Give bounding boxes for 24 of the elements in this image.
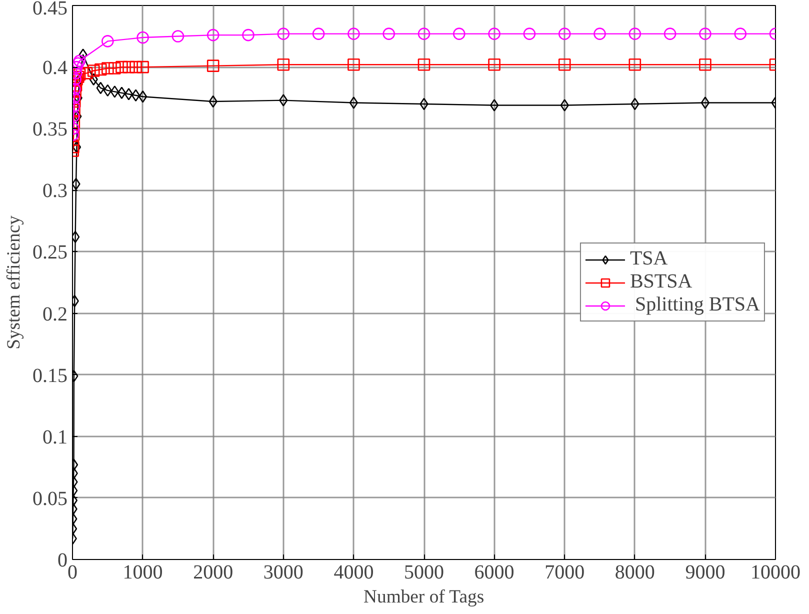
y-tick-label: 0.45 — [32, 0, 68, 20]
y-tick-label: 0.05 — [32, 488, 68, 510]
y-tick-label: 0.2 — [42, 303, 68, 326]
y-axis-title: System efficiency — [4, 214, 24, 350]
x-tick-label: 7000 — [544, 562, 585, 584]
x-tick-label: 10000 — [750, 562, 800, 584]
x-tick-label: 4000 — [334, 562, 374, 584]
y-tick-label: 0.15 — [32, 364, 68, 387]
x-tick-label: 8000 — [614, 562, 655, 584]
x-tick-label: 3000 — [263, 562, 304, 584]
x-tick-label: 5000 — [404, 562, 444, 584]
x-axis-title: Number of Tags — [364, 586, 484, 608]
x-tick-label: 9000 — [685, 562, 726, 584]
x-tick-label: 1000 — [122, 562, 163, 584]
x-tick-label: 6000 — [474, 562, 514, 584]
legend-label: Splitting BTSA — [634, 294, 760, 316]
legend-label: BSTSA — [630, 270, 692, 294]
legend-label: TSA — [630, 248, 668, 270]
y-tick-label: 0.4 — [42, 57, 68, 80]
y-tick-label: 0.1 — [42, 426, 68, 448]
y-tick-label: 0.35 — [32, 118, 68, 141]
x-tick-label: 2000 — [193, 562, 234, 584]
y-tick-label: 0.3 — [42, 180, 68, 202]
y-tick-label: 0.25 — [32, 242, 68, 264]
